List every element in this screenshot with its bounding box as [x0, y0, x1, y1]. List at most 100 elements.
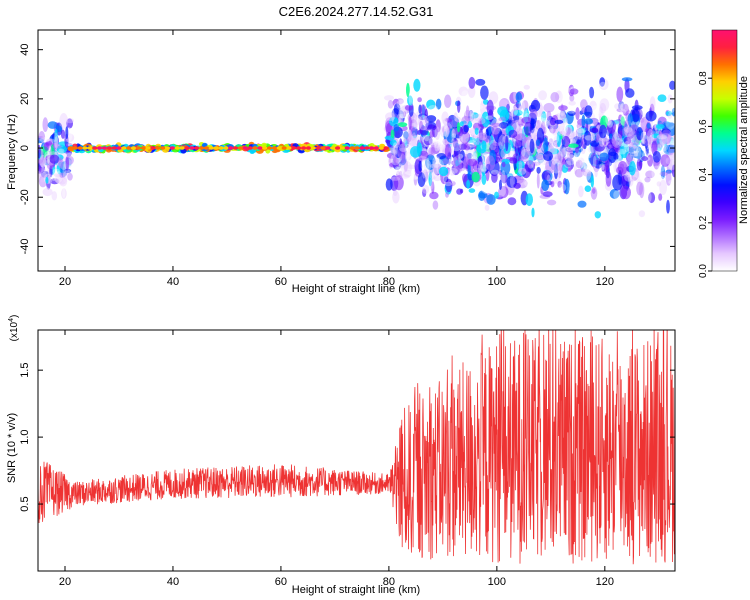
spectral-blob	[436, 153, 447, 160]
spectral-blob	[559, 147, 570, 158]
spectral-blob	[524, 180, 530, 187]
spectral-blob	[644, 176, 651, 183]
spectral-blob	[644, 117, 648, 126]
spectral-blob	[627, 144, 639, 154]
spectral-blob	[498, 99, 508, 107]
spectral-blob	[419, 135, 424, 145]
spectral-blob	[428, 137, 437, 146]
spectral-blob	[423, 136, 433, 146]
spectral-blob	[38, 157, 45, 165]
spectral-blob	[663, 122, 674, 127]
spectral-blob	[607, 148, 617, 164]
spectral-blob	[405, 171, 415, 176]
spectral-blob	[568, 183, 578, 198]
spectral-peak	[247, 146, 253, 150]
spectral-blob	[431, 181, 435, 194]
spectral-blob	[403, 131, 409, 140]
y-tick-label: 1.5	[19, 363, 31, 378]
spectrogram-panel: 20 40 60 80 100 120 -40 -20 0 20 40 Height of stra…	[6, 29, 676, 295]
spectral-blob	[584, 135, 594, 141]
spectral-blob	[575, 159, 583, 169]
spectral-peak	[354, 146, 360, 150]
spectral-blob	[429, 178, 434, 190]
spectral-blob	[616, 108, 627, 115]
spectral-blob	[468, 76, 476, 89]
spectral-blob	[54, 128, 58, 142]
spectral-blob	[627, 131, 634, 139]
spectral-blob	[655, 134, 665, 148]
spectral-blob	[453, 112, 458, 122]
spectral-blob	[568, 100, 576, 106]
spectral-blob	[613, 190, 621, 200]
spectral-blob	[523, 84, 530, 90]
spectral-blob	[671, 153, 675, 166]
spectral-blob	[419, 70, 430, 82]
spectral-blob	[384, 95, 394, 101]
spectral-blob	[418, 157, 423, 162]
spectral-blob	[590, 153, 598, 168]
spectral-blob	[443, 118, 448, 130]
spectral-peak	[335, 146, 341, 150]
spectral-peak	[218, 146, 224, 150]
spectral-blob	[599, 152, 609, 162]
spectral-blob	[473, 122, 481, 131]
spectral-blob	[61, 188, 67, 199]
y-tick-label: 0.5	[19, 496, 31, 511]
spectral-blob	[417, 172, 426, 188]
colorbar-tick-label: 0.4	[698, 167, 709, 181]
spectral-blob	[443, 131, 447, 137]
spectral-blob	[498, 122, 509, 129]
colorbar-ticks: 0.0 0.2 0.4 0.6 0.8	[698, 71, 712, 278]
spectral-peak	[208, 146, 214, 150]
colorbar-tick-label: 0.0	[698, 264, 709, 278]
spectral-peak	[179, 146, 185, 150]
spectral-blob	[477, 132, 488, 141]
spectral-blob	[480, 85, 489, 100]
spectral-blob	[640, 131, 645, 144]
spectral-peak	[325, 146, 331, 150]
spectral-blob	[481, 140, 487, 151]
spectral-blob	[635, 147, 642, 162]
spectral-blob	[589, 128, 599, 133]
spectral-blob	[429, 130, 435, 138]
spectral-blob	[639, 102, 649, 116]
spectral-blob	[629, 141, 635, 149]
spectral-blob	[647, 154, 654, 167]
spectral-blob	[655, 124, 665, 129]
spectral-blob	[619, 142, 630, 159]
spectral-blob	[665, 169, 672, 174]
spectral-blob	[558, 164, 562, 179]
spectral-peak	[339, 146, 346, 150]
spectral-blob	[579, 152, 585, 168]
spectral-blob	[64, 168, 72, 174]
spectral-blob	[463, 124, 470, 133]
spectrogram-axes-frame	[37, 29, 676, 272]
spectral-blob	[432, 200, 439, 210]
spectral-blob	[394, 175, 404, 191]
spectral-blob	[59, 113, 69, 129]
spectral-blob	[54, 132, 58, 148]
spectral-blob	[549, 117, 557, 126]
spectral-blob	[395, 170, 401, 181]
spectral-blob	[555, 90, 563, 103]
spectral-blob	[390, 149, 397, 154]
spectral-blob	[422, 188, 427, 198]
spectral-blob	[436, 143, 445, 152]
spectral-blob	[620, 103, 624, 112]
y-tick-label: 0	[19, 145, 31, 151]
spectral-blob	[659, 171, 668, 176]
spectral-blob	[562, 128, 565, 141]
spectral-blob	[508, 105, 519, 117]
spectral-blob	[396, 98, 404, 105]
spectral-blob	[584, 185, 592, 192]
spectral-blob	[542, 191, 553, 198]
spectral-blob	[435, 98, 442, 110]
spectral-blob	[518, 167, 527, 175]
spectral-blob	[472, 104, 484, 110]
spectral-blob	[617, 149, 627, 155]
x-tick-label: 60	[275, 576, 287, 588]
y-tick-label: 1.0	[19, 429, 31, 444]
spectral-peak	[330, 146, 336, 150]
spectral-blob	[602, 107, 610, 114]
spectral-blob	[490, 169, 500, 175]
